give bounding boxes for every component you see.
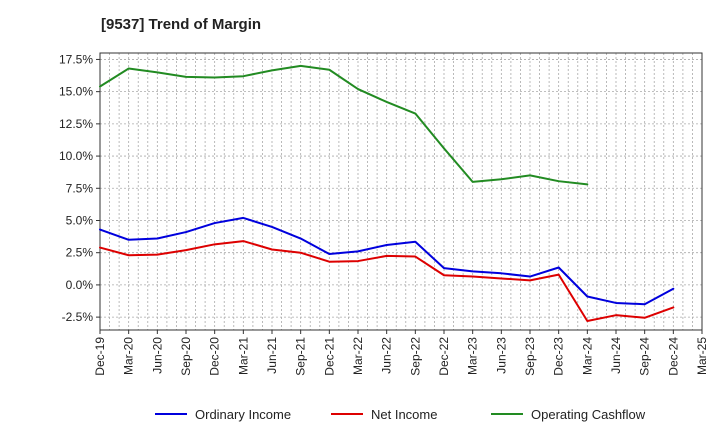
legend-label-ordinary-income: Ordinary Income [195, 407, 291, 422]
x-tick-label: Mar-22 [351, 337, 365, 375]
series-line-net-income [99, 240, 675, 322]
chart-title: [9537] Trend of Margin [101, 16, 262, 33]
legend-label-operating-cashflow: Operating Cashflow [531, 407, 646, 422]
x-tick-label: Jun-24 [609, 337, 623, 374]
series-line-ordinary-income [99, 216, 675, 306]
x-tick-label: Mar-21 [236, 337, 250, 375]
x-tick-label: Sep-21 [294, 337, 308, 376]
x-tick-label: Sep-20 [179, 337, 193, 376]
y-tick-label: 10.0% [59, 149, 93, 163]
plot-area [100, 53, 702, 330]
y-tick-label: 5.0% [66, 213, 94, 227]
y-tick-label: -2.5% [62, 310, 94, 324]
y-tick-label: 12.5% [59, 117, 93, 131]
x-tick-label: Jun-21 [265, 337, 279, 374]
legend-label-net-income: Net Income [371, 407, 437, 422]
x-tick-label: Dec-23 [552, 337, 566, 376]
x-tick-label: Mar-25 [695, 337, 709, 375]
plot-frame [99, 52, 703, 331]
x-tick-label: Mar-20 [122, 337, 136, 375]
x-tick-label: Mar-24 [580, 337, 594, 375]
x-tick-label: Dec-21 [322, 337, 336, 376]
y-tick-label: 0.0% [66, 278, 94, 292]
x-tick-label: Sep-24 [638, 337, 652, 376]
y-tick-label: 2.5% [66, 246, 94, 260]
x-tick-label: Sep-23 [523, 337, 537, 376]
y-tick-label: 15.0% [59, 85, 93, 99]
x-tick-label: Dec-22 [437, 337, 451, 376]
x-tick-label: Jun-22 [380, 337, 394, 374]
y-tick-label: 7.5% [66, 181, 94, 195]
x-tick-label: Sep-22 [408, 337, 422, 376]
x-tick-label: Dec-20 [208, 337, 222, 376]
y-tick-label: 17.5% [59, 52, 93, 66]
x-tick-label: Dec-24 [666, 337, 680, 376]
x-tick-label: Jun-23 [494, 337, 508, 374]
series-line-operating-cashflow [99, 64, 589, 186]
x-tick-label: Dec-19 [93, 337, 107, 376]
x-tick-label: Mar-23 [466, 337, 480, 375]
x-tick-label: Jun-20 [150, 337, 164, 374]
